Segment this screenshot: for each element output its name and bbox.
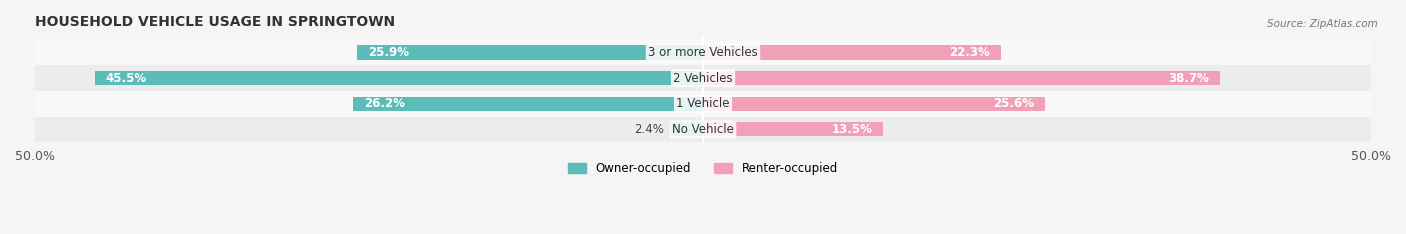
Bar xyxy=(0,117,1406,142)
Text: HOUSEHOLD VEHICLE USAGE IN SPRINGTOWN: HOUSEHOLD VEHICLE USAGE IN SPRINGTOWN xyxy=(35,15,395,29)
Text: 25.9%: 25.9% xyxy=(367,46,409,59)
Bar xyxy=(357,45,703,59)
Bar xyxy=(703,122,883,136)
Bar xyxy=(671,122,703,136)
Text: 13.5%: 13.5% xyxy=(832,123,873,136)
Legend: Owner-occupied, Renter-occupied: Owner-occupied, Renter-occupied xyxy=(564,157,842,180)
Text: 26.2%: 26.2% xyxy=(364,97,405,110)
Text: 1 Vehicle: 1 Vehicle xyxy=(676,97,730,110)
Text: 25.6%: 25.6% xyxy=(993,97,1035,110)
Text: 2 Vehicles: 2 Vehicles xyxy=(673,72,733,85)
Text: 2.4%: 2.4% xyxy=(634,123,664,136)
Bar xyxy=(0,40,1406,65)
Text: 38.7%: 38.7% xyxy=(1168,72,1209,85)
Bar xyxy=(353,97,703,111)
Bar xyxy=(96,71,703,85)
Text: Source: ZipAtlas.com: Source: ZipAtlas.com xyxy=(1267,19,1378,29)
Text: 45.5%: 45.5% xyxy=(105,72,148,85)
Text: 3 or more Vehicles: 3 or more Vehicles xyxy=(648,46,758,59)
Text: 22.3%: 22.3% xyxy=(949,46,990,59)
Bar xyxy=(703,97,1045,111)
Bar xyxy=(703,45,1001,59)
Bar xyxy=(0,91,1406,117)
Bar xyxy=(703,71,1220,85)
Text: No Vehicle: No Vehicle xyxy=(672,123,734,136)
Bar xyxy=(0,65,1406,91)
